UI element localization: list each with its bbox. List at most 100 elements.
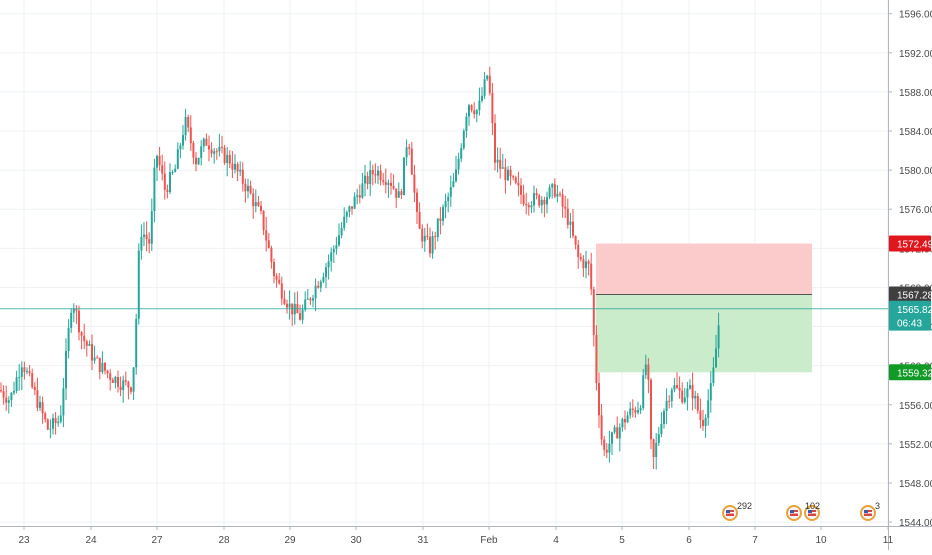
candle-body bbox=[543, 199, 546, 205]
candle-up bbox=[143, 222, 145, 247]
candle-body bbox=[369, 170, 372, 185]
us-flag-icon[interactable] bbox=[722, 505, 738, 521]
price-scale[interactable] bbox=[888, 0, 932, 550]
us-flag-icon[interactable] bbox=[786, 505, 802, 521]
candle-body bbox=[608, 443, 611, 453]
candle-down bbox=[374, 163, 377, 184]
price-tag: 1567.28 bbox=[889, 286, 932, 303]
candle-body bbox=[148, 239, 151, 244]
candle-body bbox=[465, 116, 468, 131]
candle-down bbox=[41, 396, 44, 424]
candle-body bbox=[499, 159, 502, 169]
candle-down bbox=[603, 436, 606, 456]
candle-body bbox=[117, 377, 119, 387]
y-tick-label: 1580.00 bbox=[899, 166, 932, 177]
candle-body bbox=[101, 362, 104, 373]
candle-body bbox=[483, 79, 486, 96]
candle-down bbox=[499, 147, 502, 179]
candle-up bbox=[330, 247, 333, 272]
x-tick-label: 4 bbox=[553, 535, 559, 546]
take-profit-zone[interactable] bbox=[596, 294, 812, 373]
candle-down bbox=[699, 398, 702, 429]
candle-body bbox=[288, 303, 291, 308]
candle-body bbox=[39, 402, 41, 408]
candle-up bbox=[475, 109, 478, 123]
us-flag-icon[interactable] bbox=[804, 505, 820, 521]
candle-body bbox=[46, 419, 49, 430]
candle-body bbox=[200, 146, 203, 158]
candle-body bbox=[590, 263, 593, 290]
candle-body bbox=[371, 170, 374, 175]
candle-up bbox=[551, 182, 554, 199]
y-tick-label: 1548.00 bbox=[899, 479, 932, 490]
candle-up bbox=[462, 128, 465, 151]
candle-body bbox=[644, 364, 647, 376]
candle-body bbox=[538, 195, 541, 206]
position-tool[interactable] bbox=[596, 243, 812, 373]
candle-up bbox=[457, 152, 460, 175]
candle-body bbox=[507, 169, 509, 181]
candle-body bbox=[655, 442, 658, 457]
event-marker[interactable]: 3 bbox=[860, 501, 880, 521]
candle-body bbox=[257, 202, 260, 206]
candle-up bbox=[247, 178, 249, 199]
candle-down bbox=[286, 299, 288, 314]
candle-body bbox=[377, 170, 379, 176]
candle-down bbox=[291, 303, 294, 326]
stop-loss-zone[interactable] bbox=[596, 243, 812, 295]
candle-body bbox=[418, 211, 421, 229]
candle-down bbox=[650, 378, 652, 450]
candle-down bbox=[590, 252, 593, 296]
candle-body bbox=[572, 221, 574, 236]
candle-body bbox=[18, 376, 21, 378]
candle-down bbox=[559, 191, 561, 197]
candle-body bbox=[408, 147, 411, 149]
candle-body bbox=[72, 308, 75, 313]
event-markers[interactable]: 292 102 3 bbox=[722, 501, 880, 521]
candle-up bbox=[496, 147, 499, 173]
time-scale[interactable] bbox=[0, 526, 932, 550]
candle-up bbox=[405, 139, 408, 166]
candle-down bbox=[189, 115, 192, 151]
candle-down bbox=[265, 216, 268, 252]
price-tag-bg bbox=[889, 235, 931, 252]
candle-up bbox=[460, 143, 463, 163]
candle-down bbox=[429, 227, 431, 258]
candle-up bbox=[150, 198, 153, 252]
candle-up bbox=[93, 345, 96, 364]
candle-up bbox=[59, 405, 62, 424]
candle-up bbox=[304, 291, 307, 312]
candle-body bbox=[239, 169, 242, 172]
candle-body bbox=[517, 182, 520, 186]
candle-down bbox=[538, 193, 541, 208]
candle-up bbox=[239, 161, 242, 176]
candle-body bbox=[533, 193, 535, 206]
candle-body bbox=[455, 169, 457, 182]
y-tick-label: 1592.00 bbox=[899, 49, 932, 60]
candle-body bbox=[670, 389, 673, 402]
candle-body bbox=[717, 325, 720, 349]
candle-up bbox=[314, 278, 317, 312]
candle-up bbox=[613, 424, 616, 434]
candle-up bbox=[431, 231, 434, 259]
event-marker[interactable]: 292 bbox=[722, 501, 752, 521]
candle-body bbox=[286, 303, 288, 308]
candle-up bbox=[608, 430, 611, 463]
price-tag-bg bbox=[889, 364, 931, 381]
candle-body bbox=[595, 334, 598, 384]
event-marker[interactable]: 102 bbox=[786, 501, 820, 521]
candle-up bbox=[660, 412, 663, 438]
candle-body bbox=[332, 248, 335, 253]
candle-up bbox=[468, 103, 470, 126]
candle-up bbox=[345, 210, 348, 223]
candle-body bbox=[338, 235, 340, 246]
us-flag-icon[interactable] bbox=[860, 505, 876, 521]
candle-down bbox=[210, 142, 213, 158]
candle-body bbox=[452, 181, 455, 187]
candle-body bbox=[171, 172, 174, 174]
candle-down bbox=[236, 162, 239, 182]
candle-down bbox=[351, 206, 353, 215]
candle-up bbox=[340, 222, 343, 239]
